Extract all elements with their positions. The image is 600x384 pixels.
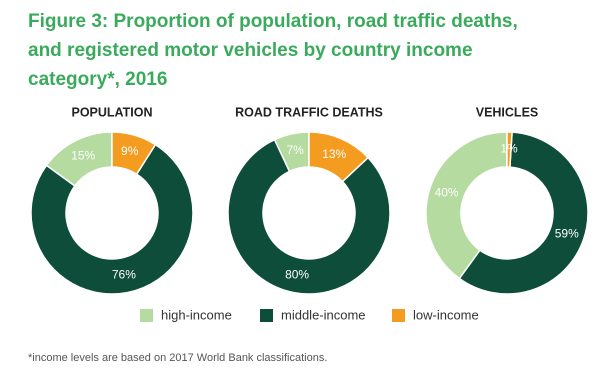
value-label: 9% <box>121 144 139 158</box>
legend-label: high-income <box>161 307 232 322</box>
value-label: 7% <box>286 143 304 157</box>
value-label: 15% <box>71 149 95 163</box>
legend-swatch <box>392 309 405 322</box>
chart-title: VEHICLES <box>476 105 539 119</box>
donut-segment <box>227 138 391 295</box>
donut-segment <box>30 143 194 295</box>
value-label: 80% <box>285 268 309 282</box>
value-label: 1% <box>500 142 518 156</box>
value-label: 59% <box>555 227 579 241</box>
value-label: 76% <box>112 268 136 282</box>
value-label: 40% <box>435 186 459 200</box>
legend-swatch <box>260 309 273 322</box>
legend-swatch <box>140 309 153 322</box>
title-line: and registered motor vehicles by country… <box>28 40 473 61</box>
donut-segment <box>458 131 589 295</box>
donut-segment <box>506 131 513 168</box>
title-line: category*, 2016 <box>28 69 167 90</box>
value-label: 13% <box>322 147 346 161</box>
donut-segment <box>308 131 370 183</box>
chart-title: ROAD TRAFFIC DEATHS <box>235 105 383 119</box>
legend-label: middle-income <box>281 307 366 322</box>
legend-label: low-income <box>413 307 479 322</box>
donut-segment <box>111 131 157 176</box>
donut-segment <box>425 131 508 280</box>
chart-title: POPULATION <box>71 105 152 119</box>
title-line: Figure 3: Proportion of population, road… <box>28 11 518 32</box>
footnote: *income levels are based on 2017 World B… <box>28 352 327 364</box>
